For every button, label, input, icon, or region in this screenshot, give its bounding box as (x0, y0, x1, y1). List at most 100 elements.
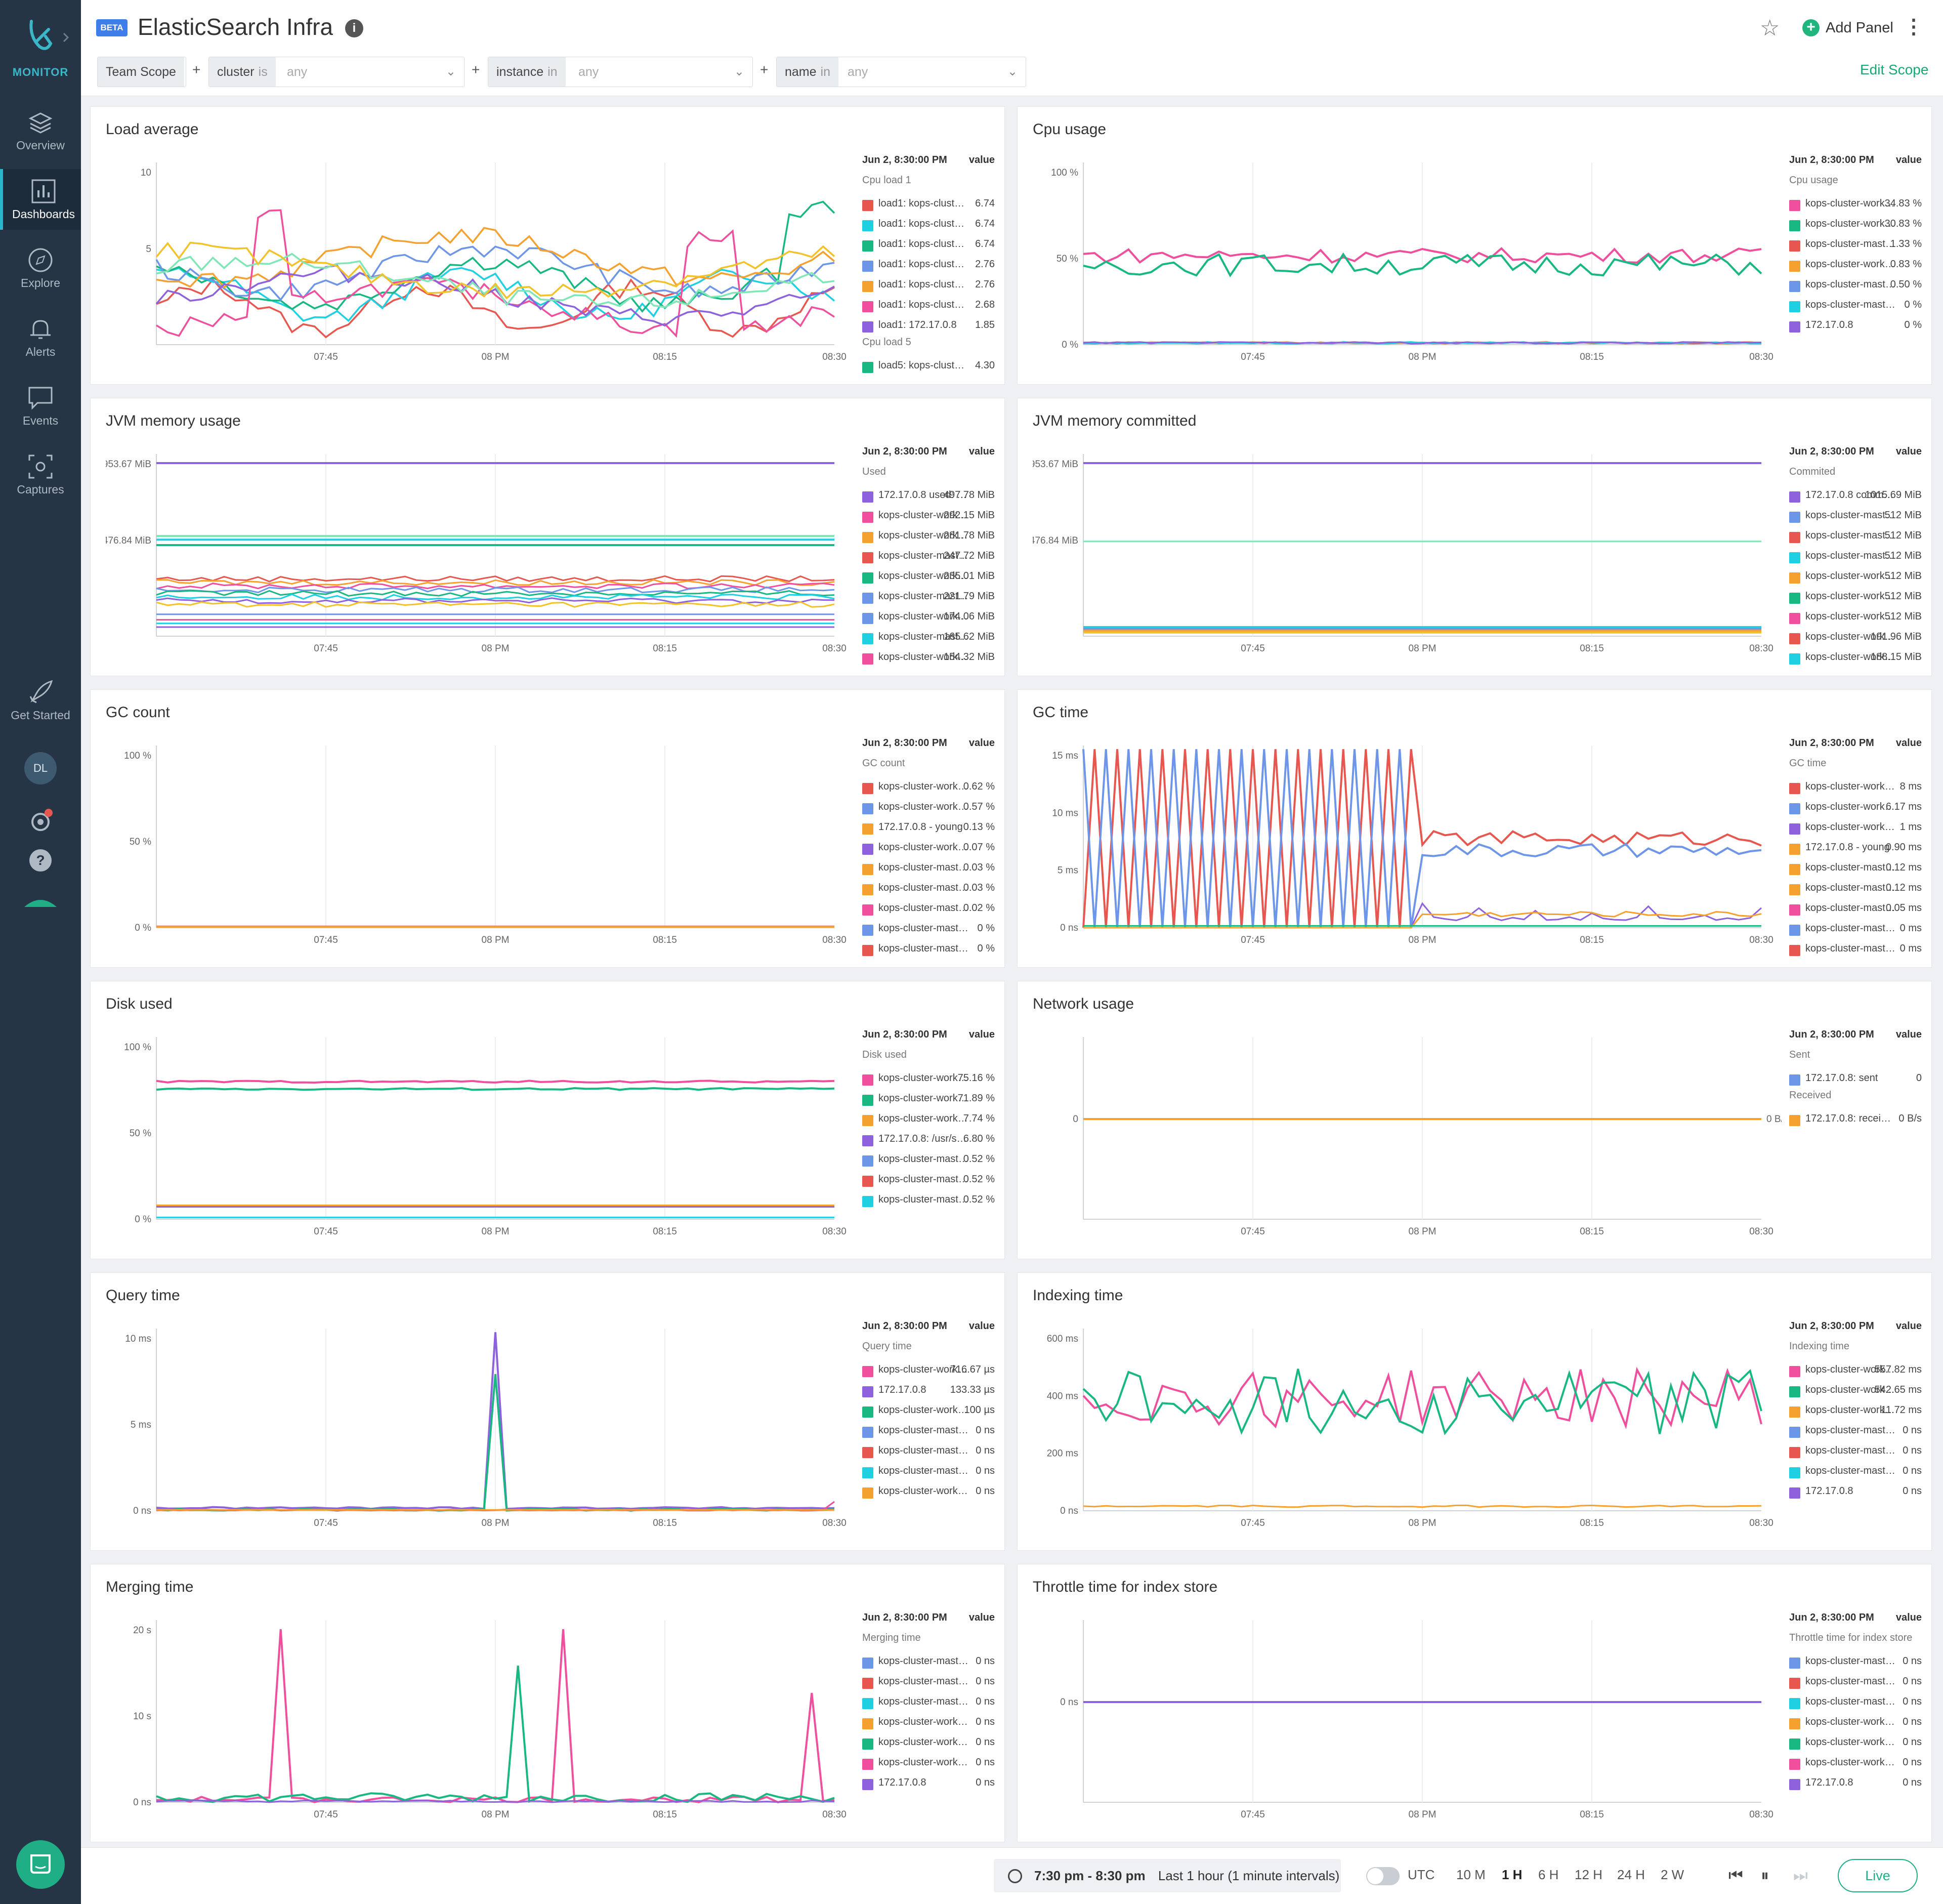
filter-plus-icon[interactable]: + (472, 62, 480, 77)
legend-item[interactable]: kops-cluster-master-1 0 ns (862, 1422, 995, 1442)
legend-item[interactable]: kops-cluster-master-0 1.33 % (1789, 235, 1922, 256)
legend-item[interactable]: kops-cluster-master-2 0 ns (862, 1462, 995, 1482)
more-options-icon[interactable]: ⋮ (1904, 16, 1924, 38)
interval-24h[interactable]: 24 H (1617, 1867, 1645, 1882)
nav-captures[interactable]: Captures (0, 444, 81, 505)
line-chart[interactable]: 07:45 08 PM 08:15 08:30 0 ns (1033, 1610, 1782, 1823)
filter-plus-icon[interactable]: + (192, 62, 201, 77)
legend-item[interactable]: kops-cluster-worker-2 - young 8 ms (1789, 778, 1922, 798)
line-chart[interactable]: 07:45 08 PM 08:15 08:30 100 % 50 % 0 % (106, 735, 855, 948)
legend-item[interactable]: load1: kops-cluster-master-2 6.74 (862, 215, 995, 235)
legend-item[interactable]: kops-cluster-worker-0 us...174.06 MiB (862, 608, 995, 628)
panel-throttle-time-for-index-store[interactable]: Throttle time for index store 07:45 08 PM 0… (1017, 1564, 1932, 1842)
legend-item[interactable]: kops-cluster-master-0: /usr/s...0.52 % (862, 1171, 995, 1191)
panel-gc-count[interactable]: GC count 07:45 08 PM 08:15 08:30 100 % 50 % 0 %… (90, 689, 1005, 968)
panel-gc-time[interactable]: GC time 07:45 08 PM 08:15 08:30 15 ms 10 ms 5 m… (1017, 689, 1932, 968)
monitor-logo[interactable]: MONITOR (0, 11, 81, 87)
legend-item[interactable]: load1: kops-cluster-master-1 2.76 (862, 256, 995, 276)
legend-item[interactable]: kops-cluster-master-0 us...247.72 MiB (862, 547, 995, 567)
legend-item[interactable]: kops-cluster-worker-0 0.83 % (1789, 256, 1922, 276)
filter-plus-icon[interactable]: + (760, 62, 769, 77)
legend-item[interactable]: kops-cluster-master-2 co...512 MiB (1789, 547, 1922, 567)
legend-item[interactable]: kops-cluster-master-1 0.50 % (1789, 276, 1922, 296)
legend-item[interactable]: kops-cluster-master-2 0 ns (1789, 1693, 1922, 1713)
interval-2w[interactable]: 2 W (1661, 1867, 1684, 1882)
legend-item[interactable]: 172.17.0.8 - young 0.13 % (862, 818, 995, 839)
notifications-icon[interactable] (28, 808, 55, 834)
live-button[interactable]: Live (1838, 1859, 1918, 1892)
nav-get-started[interactable]: Get Started (0, 670, 81, 731)
legend-item[interactable]: kops-cluster-master-1 us...221.79 MiB (862, 588, 995, 608)
panel-jvm-memory-committed[interactable]: JVM memory committed 07:45 08 PM 08:15 08:30… (1017, 398, 1932, 676)
legend-item[interactable]: load1: kops-cluster-worker-0 2.76 (862, 276, 995, 296)
legend-item[interactable]: kops-cluster-worker-1 30.83 % (1789, 215, 1922, 235)
edit-scope-link[interactable]: Edit Scope (1860, 62, 1929, 77)
legend-item[interactable]: kops-cluster-worker-2 co...188.15 MiB (1789, 648, 1922, 669)
legend-item[interactable]: kops-cluster-worker-1 us...154.32 MiB (862, 648, 995, 669)
utc-toggle[interactable] (1366, 1867, 1400, 1885)
legend-item[interactable]: kops-cluster-master-1 0 ns (862, 1652, 995, 1673)
legend-item[interactable]: 172.17.0.8 0 % (1789, 316, 1922, 337)
filter-instance[interactable]: instance in any ⌄ (488, 57, 753, 87)
legend-item[interactable]: load1: kops-cluster-master-0 6.74 (862, 195, 995, 215)
legend-item[interactable]: kops-cluster-worker-0 0 ns (1789, 1713, 1922, 1733)
skip-forward-icon[interactable]: ⏭ (1793, 1866, 1808, 1884)
legend-item[interactable]: kops-cluster-master-1 - old 0 ms (1789, 920, 1922, 940)
panel-load-average[interactable]: Load average 07:45 08 PM 08:15 08:30 10 5 Jun 2… (90, 106, 1005, 385)
panel-jvm-memory-usage[interactable]: JVM memory usage 07:45 08 PM 08:15 08:30 953.… (90, 398, 1005, 676)
legend-item[interactable]: kops-cluster-worker-0: /usr/sh...7.74 % (862, 1110, 995, 1130)
legend-item[interactable]: kops-cluster-master-1 co...512 MiB (1789, 507, 1922, 527)
nav-dashboards[interactable]: Dashboards (0, 169, 81, 230)
legend-item[interactable]: 172.17.0.8: sent 0 (1789, 1069, 1922, 1090)
legend-item[interactable]: load1: kops-cluster-worker-1 6.74 (862, 235, 995, 256)
legend-item[interactable]: kops-cluster-master-2: /usr/s...0.52 % (862, 1191, 995, 1211)
nav-events[interactable]: Events (0, 376, 81, 436)
legend-item[interactable]: kops-cluster-master-0 - old 0 % (862, 940, 995, 960)
legend-item[interactable]: kops-cluster-master-0 co...512 MiB (1789, 527, 1922, 547)
legend-item[interactable]: kops-cluster-master-1: /usr/s...0.52 % (862, 1150, 995, 1171)
legend-item[interactable]: kops-cluster-master-0 0 ns (1789, 1442, 1922, 1462)
line-chart[interactable]: 07:45 08 PM 08:15 08:30 600 ms 400 ms 200 ms 0 … (1033, 1318, 1782, 1531)
legend-item[interactable]: 172.17.0.8 0 ns (862, 1774, 995, 1794)
legend-item[interactable]: kops-cluster-worker-1 0 ns (1789, 1733, 1922, 1754)
legend-item[interactable]: kops-cluster-worker-1 542.65 ms (1789, 1381, 1922, 1401)
panel-disk-used[interactable]: Disk used 07:45 08 PM 08:15 08:30 100 % 50 % 0 … (90, 981, 1005, 1259)
line-chart[interactable]: 07:45 08 PM 08:15 08:30 953.67 MiB 476.84 MiB (1033, 444, 1782, 656)
interval-6h[interactable]: 6 H (1538, 1867, 1559, 1882)
legend-item[interactable]: kops-cluster-master-1 0 ns (1789, 1652, 1922, 1673)
legend-item[interactable]: load1: 172.17.0.8 1.85 (862, 316, 995, 337)
legend-item[interactable]: kops-cluster-master-2 0 % (1789, 296, 1922, 316)
line-chart[interactable]: 07:45 08 PM 08:15 08:30 0 0 B/s (1033, 1027, 1782, 1239)
legend-item[interactable]: kops-cluster-worker-2 557.82 ms (1789, 1361, 1922, 1381)
line-chart[interactable]: 07:45 08 PM 08:15 08:30 100 % 50 % 0 % (106, 1027, 855, 1239)
pause-icon[interactable]: ⏸ (1761, 1866, 1769, 1884)
filter-cluster[interactable]: cluster is any ⌄ (208, 57, 464, 87)
legend-item[interactable]: kops-cluster-worker-0 0 ns (862, 1713, 995, 1733)
line-chart[interactable]: 07:45 08 PM 08:15 08:30 20 s 10 s 0 ns (106, 1610, 855, 1823)
legend-item[interactable]: kops-cluster-master-0 0 ns (862, 1673, 995, 1693)
legend-item[interactable]: load5: kops-cluster-master-0 4.30 (862, 357, 995, 377)
interval-1h[interactable]: 1 H (1502, 1867, 1523, 1882)
legend-item[interactable]: kops-cluster-worker-2 co...512 MiB (1789, 608, 1922, 628)
filter-value[interactable]: any (848, 65, 868, 79)
skip-back-icon[interactable]: ⏮ (1728, 1866, 1743, 1884)
legend-item[interactable]: kops-cluster-worker-2 0 ns (1789, 1754, 1922, 1774)
chat-launcher-button[interactable] (16, 1840, 65, 1889)
legend-item[interactable]: kops-cluster-worker-1 co...512 MiB (1789, 588, 1922, 608)
panel-merging-time[interactable]: Merging time 07:45 08 PM 08:15 08:30 20 s 10 s… (90, 1564, 1005, 1842)
legend-item[interactable]: 172.17.0.8 133.33 µs (862, 1381, 995, 1401)
star-icon[interactable]: ☆ (1760, 16, 1780, 40)
legend-item[interactable]: 172.17.0.8 used: heap497.78 MiB (862, 486, 995, 507)
legend-item[interactable]: kops-cluster-master-1 0 ns (1789, 1422, 1922, 1442)
nav-alerts[interactable]: Alerts (0, 307, 81, 367)
legend-item[interactable]: kops-cluster-master-0 0 ns (862, 1442, 995, 1462)
legend-item[interactable]: kops-cluster-master-2 0 ns (1789, 1462, 1922, 1482)
legend-item[interactable]: kops-cluster-worker-2 0 ns (862, 1754, 995, 1774)
